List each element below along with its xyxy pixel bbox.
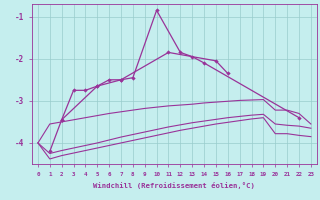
X-axis label: Windchill (Refroidissement éolien,°C): Windchill (Refroidissement éolien,°C) (93, 182, 255, 189)
